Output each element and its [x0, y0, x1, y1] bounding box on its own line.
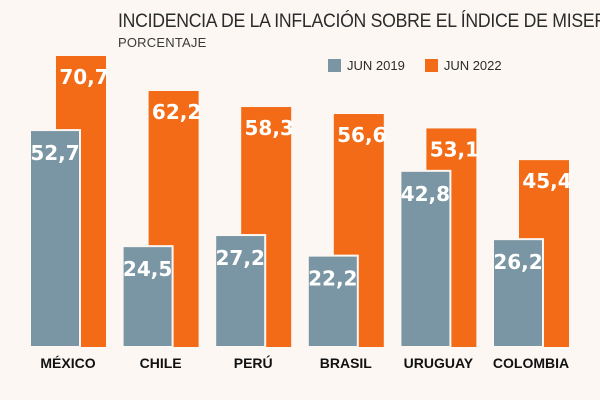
legend-swatch-2019	[328, 59, 341, 72]
value-label-2019-0: 52,7	[30, 141, 79, 165]
legend-item-2022: JUN 2022	[424, 58, 502, 73]
value-label-2022-1: 62,2	[152, 100, 201, 124]
bar-2019-5	[492, 238, 544, 348]
value-label-2022-3: 56,6	[337, 123, 386, 147]
bar-2019-2	[214, 234, 267, 348]
value-label-2019-2: 27,2	[216, 246, 265, 270]
category-label-1: CHILE	[140, 355, 182, 371]
value-label-2022-5: 45,4	[522, 169, 571, 193]
category-label-0: MÉXICO	[40, 355, 95, 371]
legend-item-2019: JUN 2019	[328, 58, 405, 73]
legend-label-2019: JUN 2019	[347, 58, 405, 73]
chart-title: INCIDENCIA DE LA INFLACIÓN SOBRE EL ÍNDI…	[118, 11, 600, 32]
value-label-2019-3: 22,2	[308, 267, 357, 291]
legend: JUN 2019 JUN 2022	[328, 58, 522, 73]
category-label-2: PERÚ	[234, 354, 273, 371]
category-label-4: URUGUAY	[404, 355, 474, 371]
value-label-2022-4: 53,1	[430, 137, 479, 161]
bar-2019-1	[121, 245, 174, 348]
bar-2019-4	[399, 169, 452, 348]
value-label-2019-5: 26,2	[493, 250, 542, 274]
legend-swatch-2022	[424, 59, 438, 72]
chart-subtitle: PORCENTAJE	[118, 35, 207, 50]
value-label-2022-2: 58,3	[245, 116, 294, 140]
value-label-2019-1: 24,5	[123, 257, 172, 281]
legend-label-2022: JUN 2022	[443, 58, 502, 73]
bar-2019-0	[29, 129, 81, 348]
value-label-2022-0: 70,7	[59, 65, 108, 89]
bar-2019-3	[306, 254, 359, 349]
category-label-5: COLOMBIA	[493, 355, 569, 371]
category-label-3: BRASIL	[320, 355, 373, 371]
value-label-2019-4: 42,8	[401, 182, 450, 206]
